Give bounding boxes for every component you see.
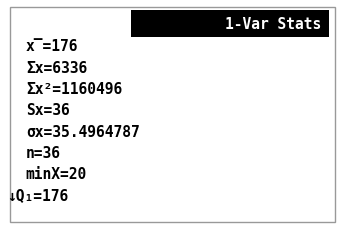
FancyBboxPatch shape	[10, 7, 335, 222]
Text: Σx²=1160496: Σx²=1160496	[26, 82, 122, 97]
Text: x̅=176: x̅=176	[26, 39, 78, 55]
Text: σx=35.4964787: σx=35.4964787	[26, 125, 140, 140]
Text: Σx=6336: Σx=6336	[26, 61, 87, 76]
Text: Sx=36: Sx=36	[26, 103, 70, 118]
Text: ↓Q₁=176: ↓Q₁=176	[7, 188, 68, 204]
FancyBboxPatch shape	[131, 10, 329, 37]
Text: minX=20: minX=20	[26, 167, 87, 182]
Text: 1-Var Stats: 1-Var Stats	[0, 228, 1, 229]
Text: 1-Var Stats: 1-Var Stats	[225, 16, 321, 32]
Text: n=36: n=36	[26, 146, 61, 161]
